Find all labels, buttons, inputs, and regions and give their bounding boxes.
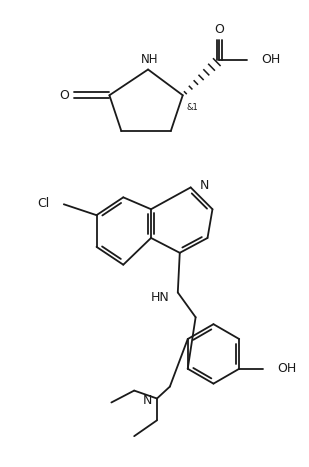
Text: Cl: Cl	[38, 197, 50, 210]
Text: O: O	[214, 23, 224, 36]
Text: O: O	[59, 89, 69, 102]
Text: &1: &1	[187, 103, 198, 112]
Text: OH: OH	[261, 53, 280, 66]
Text: OH: OH	[277, 362, 296, 375]
Text: NH: NH	[141, 53, 159, 66]
Text: N: N	[200, 179, 209, 192]
Text: N: N	[142, 394, 152, 407]
Text: HN: HN	[150, 291, 169, 304]
